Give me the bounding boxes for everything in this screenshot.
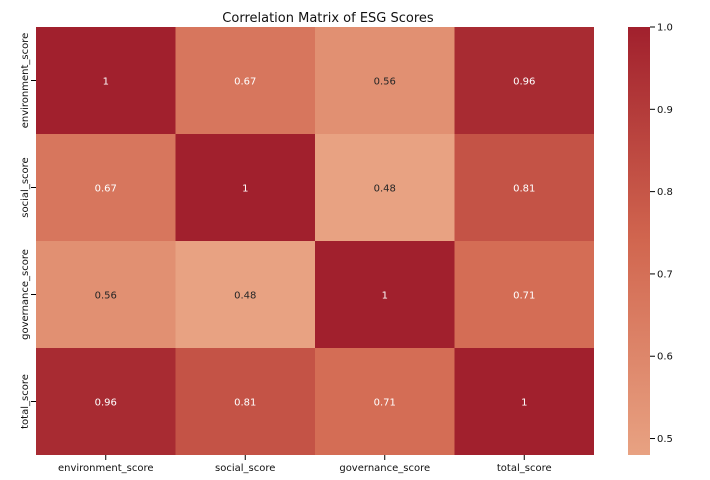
y-axis-tick-label: social_score: [20, 157, 31, 217]
x-axis-tick-label: environment_score: [58, 463, 154, 474]
heatmap-cell: [175, 348, 315, 455]
heatmap-cell-value: 0.56: [95, 291, 117, 302]
y-axis-tick-label: governance_score: [20, 249, 31, 340]
heatmap-cell-value: 0.96: [513, 77, 535, 88]
colorbar-scale: [628, 27, 650, 455]
heatmap-cell: [315, 134, 455, 241]
heatmap-cell: [36, 134, 176, 241]
colorbar: 0.5 0.6 0.7 0.8 0.9 1.0: [628, 23, 673, 455]
heatmap-cell-value: 0.81: [234, 398, 256, 409]
y-axis-tick-label: environment_score: [20, 33, 31, 129]
x-axis: environment_score social_score governance_…: [58, 455, 552, 474]
heatmap-cell-value: 0.48: [374, 184, 396, 195]
heatmap-cell: [175, 27, 315, 134]
heatmap-cell-value: 0.71: [374, 398, 396, 409]
heatmap-cell: [175, 134, 315, 241]
heatmap-cell: [36, 241, 176, 348]
heatmap-labels: 1 0.67 0.56 0.96 0.67 1 0.48 0.81 0.56 0.48 1 0.71 0…: [95, 77, 536, 409]
heatmap-cell-value: 0.81: [513, 184, 535, 195]
heatmap-cell-value: 1: [382, 291, 388, 302]
heatmap-cell: [36, 27, 176, 134]
heatmap-cell-value: 1: [242, 184, 248, 195]
colorbar-tick-label: 0.9: [657, 105, 673, 116]
chart-title: Correlation Matrix of ESG Scores: [222, 11, 434, 26]
heatmap-cell: [454, 27, 594, 134]
heatmap-cell-value: 1: [103, 77, 109, 88]
heatmap-cell-value: 0.96: [95, 398, 117, 409]
heatmap-cell: [36, 348, 176, 455]
heatmap-cell: [315, 241, 455, 348]
x-axis-tick-label: total_score: [497, 463, 552, 474]
heatmap-cell-value: 0.48: [234, 291, 256, 302]
heatmap-cell-value: 0.67: [95, 184, 117, 195]
colorbar-tick-label: 1.0: [657, 23, 673, 34]
x-axis-tick-label: governance_score: [339, 463, 430, 474]
heatmap-cell-value: 0.71: [513, 291, 535, 302]
heatmap-cells: [36, 27, 594, 455]
heatmap-cell: [175, 241, 315, 348]
y-axis: environment_score social_score governance_…: [20, 33, 36, 429]
heatmap-cell: [454, 134, 594, 241]
colorbar-tick-label: 0.6: [657, 352, 673, 363]
y-axis-tick-label: total_score: [20, 374, 31, 429]
heatmap-cell: [315, 348, 455, 455]
heatmap-cell: [315, 27, 455, 134]
colorbar-tick-label: 0.7: [657, 269, 673, 280]
colorbar-tick-label: 0.8: [657, 187, 673, 198]
heatmap-cell-value: 0.67: [234, 77, 256, 88]
heatmap-cell-value: 0.56: [374, 77, 396, 88]
heatmap-cell-value: 1: [521, 398, 527, 409]
heatmap-cell: [454, 348, 594, 455]
colorbar-tick-label: 0.5: [657, 434, 673, 445]
heatmap-cell: [454, 241, 594, 348]
x-axis-tick-label: social_score: [215, 463, 275, 474]
